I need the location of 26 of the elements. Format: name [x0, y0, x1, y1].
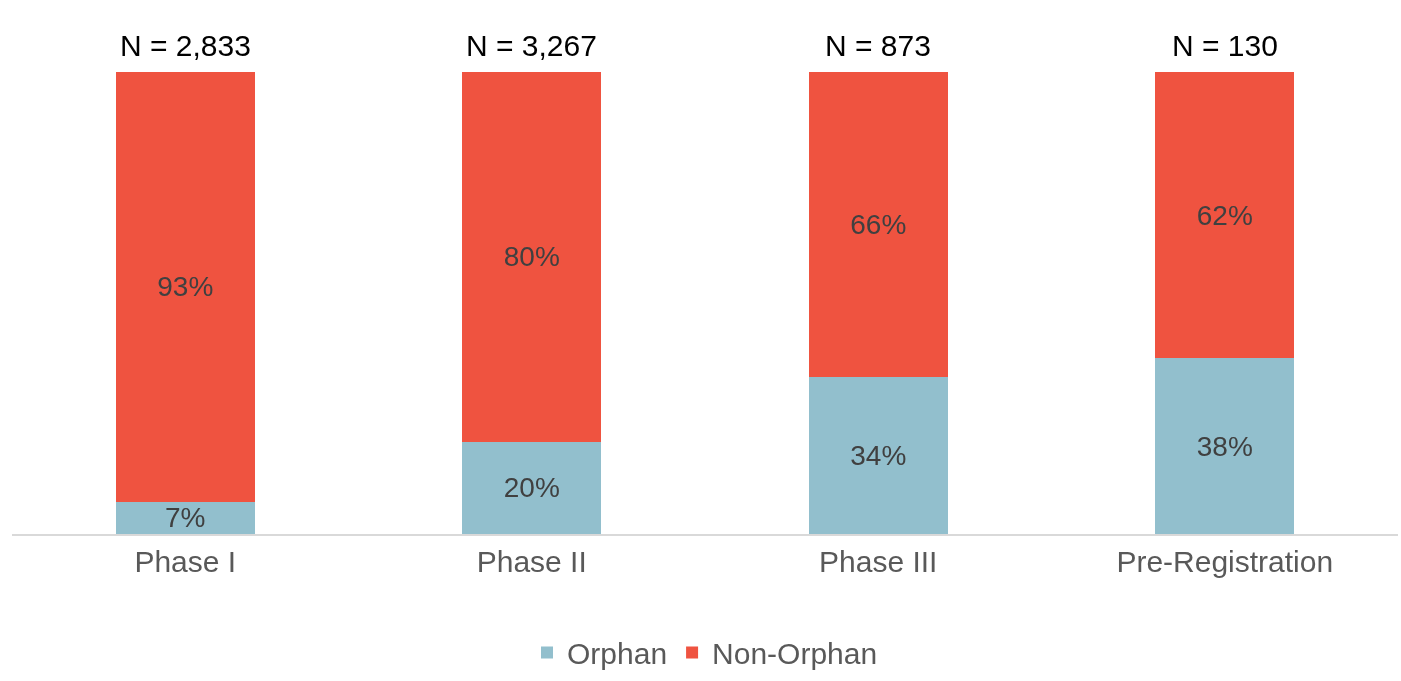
- bar: [808, 376, 948, 534]
- bar: [1155, 358, 1295, 534]
- data-label: 38%: [1196, 430, 1253, 462]
- legend-label: Non-Orphan: [712, 637, 878, 671]
- data-label: 20%: [503, 472, 560, 504]
- x-tick-label: Phase III: [819, 544, 938, 578]
- data-label: 62%: [1196, 199, 1253, 231]
- bar: [115, 72, 255, 502]
- x-tick-label: Phase I: [134, 544, 237, 578]
- data-label: 80%: [503, 241, 560, 273]
- data-label: 66%: [850, 208, 907, 240]
- x-tick-label: Phase II: [476, 544, 587, 578]
- annotation: N = 873: [825, 29, 931, 62]
- bar: [462, 72, 602, 442]
- data-label: 7%: [165, 502, 206, 534]
- data-label: 34%: [850, 439, 907, 471]
- bar: [1155, 72, 1295, 359]
- bar: [808, 72, 948, 377]
- data-label: 93%: [157, 271, 214, 303]
- bar: [462, 441, 602, 534]
- x-tick-label: Pre-Registration: [1116, 544, 1334, 578]
- annotation: N = 130: [1172, 29, 1278, 62]
- legend-label: Orphan: [567, 637, 668, 671]
- bar: [115, 501, 255, 534]
- annotation: N = 2,833: [120, 29, 251, 62]
- annotation: N = 3,267: [466, 29, 597, 62]
